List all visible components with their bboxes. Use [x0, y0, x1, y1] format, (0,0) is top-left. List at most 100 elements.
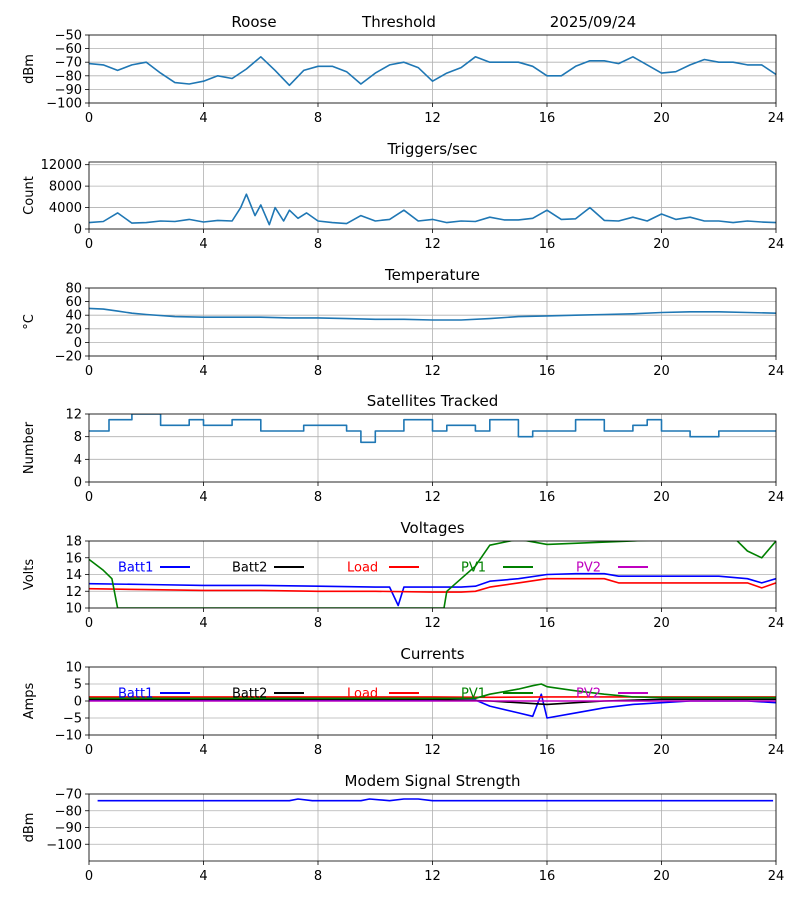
- y-tick-label: 0: [74, 476, 82, 491]
- x-tick-label: 16: [539, 237, 556, 252]
- x-tick-label: 20: [653, 743, 670, 758]
- series-line-threshold: [89, 56, 776, 87]
- y-axis-label: Count: [22, 176, 37, 215]
- legend-label-pv2: PV2: [576, 561, 601, 576]
- x-tick-label: 0: [85, 364, 93, 379]
- x-tick-label: 24: [768, 237, 785, 252]
- y-tick-label: 14: [65, 568, 82, 583]
- x-tick-label: 24: [768, 364, 785, 379]
- x-tick-label: 8: [314, 490, 322, 505]
- legend-label-batt1: Batt1: [118, 561, 153, 576]
- plot-frame: [88, 34, 777, 104]
- x-tick-label: 12: [424, 490, 441, 505]
- date-label: 2025/09/24: [550, 13, 636, 31]
- legend-label-pv1: PV1: [461, 561, 486, 576]
- legend-label-batt2: Batt2: [232, 687, 267, 702]
- x-tick-label: 12: [424, 616, 441, 631]
- legend-label-pv1: PV1: [461, 687, 486, 702]
- x-tick-label: 8: [314, 364, 322, 379]
- panel-title: Satellites Tracked: [367, 392, 498, 410]
- y-tick-label: −70: [55, 788, 82, 803]
- y-tick-label: 40: [65, 309, 82, 324]
- y-tick-label: −5: [63, 712, 82, 727]
- y-tick-label: 4000: [49, 201, 82, 216]
- x-tick-label: 12: [424, 111, 441, 126]
- panel-currents: 0 4 8 12 16 20 24 −10 −5 0 5 10 Batt1 Batt2 Load PV1 PV2…: [22, 645, 784, 758]
- x-tick-label: 12: [424, 237, 441, 252]
- y-tick-label: 0: [74, 223, 82, 238]
- x-tick-label: 0: [85, 869, 93, 884]
- x-tick-label: 4: [199, 616, 207, 631]
- x-tick-label: 16: [539, 616, 556, 631]
- y-axis-label: Amps: [22, 682, 37, 719]
- x-tick-label: 8: [314, 743, 322, 758]
- y-tick-label: 10: [65, 602, 82, 617]
- panel-title: Currents: [400, 645, 464, 663]
- y-tick-label: 20: [65, 322, 82, 337]
- x-tick-label: 0: [85, 237, 93, 252]
- y-tick-label: 4: [74, 453, 82, 468]
- x-tick-label: 4: [199, 364, 207, 379]
- plot-frame: [88, 413, 777, 483]
- x-tick-label: 12: [424, 743, 441, 758]
- x-tick-label: 16: [539, 111, 556, 126]
- x-tick-label: 0: [85, 111, 93, 126]
- y-tick-label: 60: [65, 295, 82, 310]
- x-tick-label: 0: [85, 743, 93, 758]
- plot-frame: [88, 540, 777, 609]
- x-tick-label: 24: [768, 869, 785, 884]
- y-tick-label: 10: [65, 661, 82, 676]
- y-axis-label: Number: [22, 421, 37, 474]
- y-tick-label: 12: [65, 585, 82, 600]
- x-tick-label: 4: [199, 743, 207, 758]
- y-tick-label: 12: [65, 408, 82, 423]
- plot-frame: [88, 793, 777, 862]
- x-tick-label: 0: [85, 616, 93, 631]
- y-tick-label: −80: [55, 804, 82, 819]
- panel-satellites: 0 4 8 12 16 20 24 0 4 8 12 Satellites Tracked Number: [22, 392, 784, 505]
- y-tick-label: 5: [74, 678, 82, 693]
- x-tick-label: 8: [314, 616, 322, 631]
- threshold-title: Threshold: [361, 13, 436, 31]
- y-tick-label: −80: [55, 69, 82, 84]
- legend-label-batt1: Batt1: [118, 687, 153, 702]
- series-line-satellites: [89, 414, 776, 444]
- panel-title: Triggers/sec: [387, 140, 478, 158]
- y-tick-label: 8000: [49, 180, 82, 195]
- y-axis-label: dBm: [22, 54, 37, 84]
- x-tick-label: 4: [199, 237, 207, 252]
- x-tick-label: 4: [199, 111, 207, 126]
- legend-label-load: Load: [347, 687, 378, 702]
- y-tick-label: −60: [55, 42, 82, 57]
- panel-title: Temperature: [384, 266, 480, 284]
- x-tick-label: 20: [653, 237, 670, 252]
- x-tick-label: 16: [539, 743, 556, 758]
- y-tick-label: −50: [55, 29, 82, 44]
- y-tick-label: 16: [65, 551, 82, 566]
- x-tick-label: 16: [539, 490, 556, 505]
- y-tick-label: 12000: [41, 158, 82, 173]
- series-line-batt1: [89, 572, 776, 607]
- y-tick-label: 18: [65, 535, 82, 550]
- panel-threshold: 0 4 8 12 16 20 24 −100−90−80−70−60−50 dBm: [22, 29, 784, 127]
- series-line-triggers: [89, 193, 776, 226]
- y-tick-label: −100: [46, 97, 82, 112]
- series-line-load: [89, 577, 776, 593]
- x-tick-label: 24: [768, 743, 785, 758]
- panel-title: Modem Signal Strength: [345, 772, 521, 790]
- y-tick-label: −70: [55, 56, 82, 71]
- series-line-modem: [97, 798, 774, 802]
- panel-modem: 0 4 8 12 16 20 24 −100 −90 −80−70 Modem Signal Str…: [22, 772, 784, 884]
- x-tick-label: 20: [653, 490, 670, 505]
- plot-frame: [88, 666, 777, 736]
- y-tick-label: −100: [46, 838, 82, 853]
- y-axis-label: Volts: [22, 559, 37, 591]
- x-tick-label: 20: [653, 364, 670, 379]
- y-tick-label: −10: [55, 729, 82, 744]
- x-tick-label: 8: [314, 869, 322, 884]
- legend-label-batt2: Batt2: [232, 561, 267, 576]
- series-line-pv1: [89, 683, 776, 700]
- y-tick-label: 0: [74, 695, 82, 710]
